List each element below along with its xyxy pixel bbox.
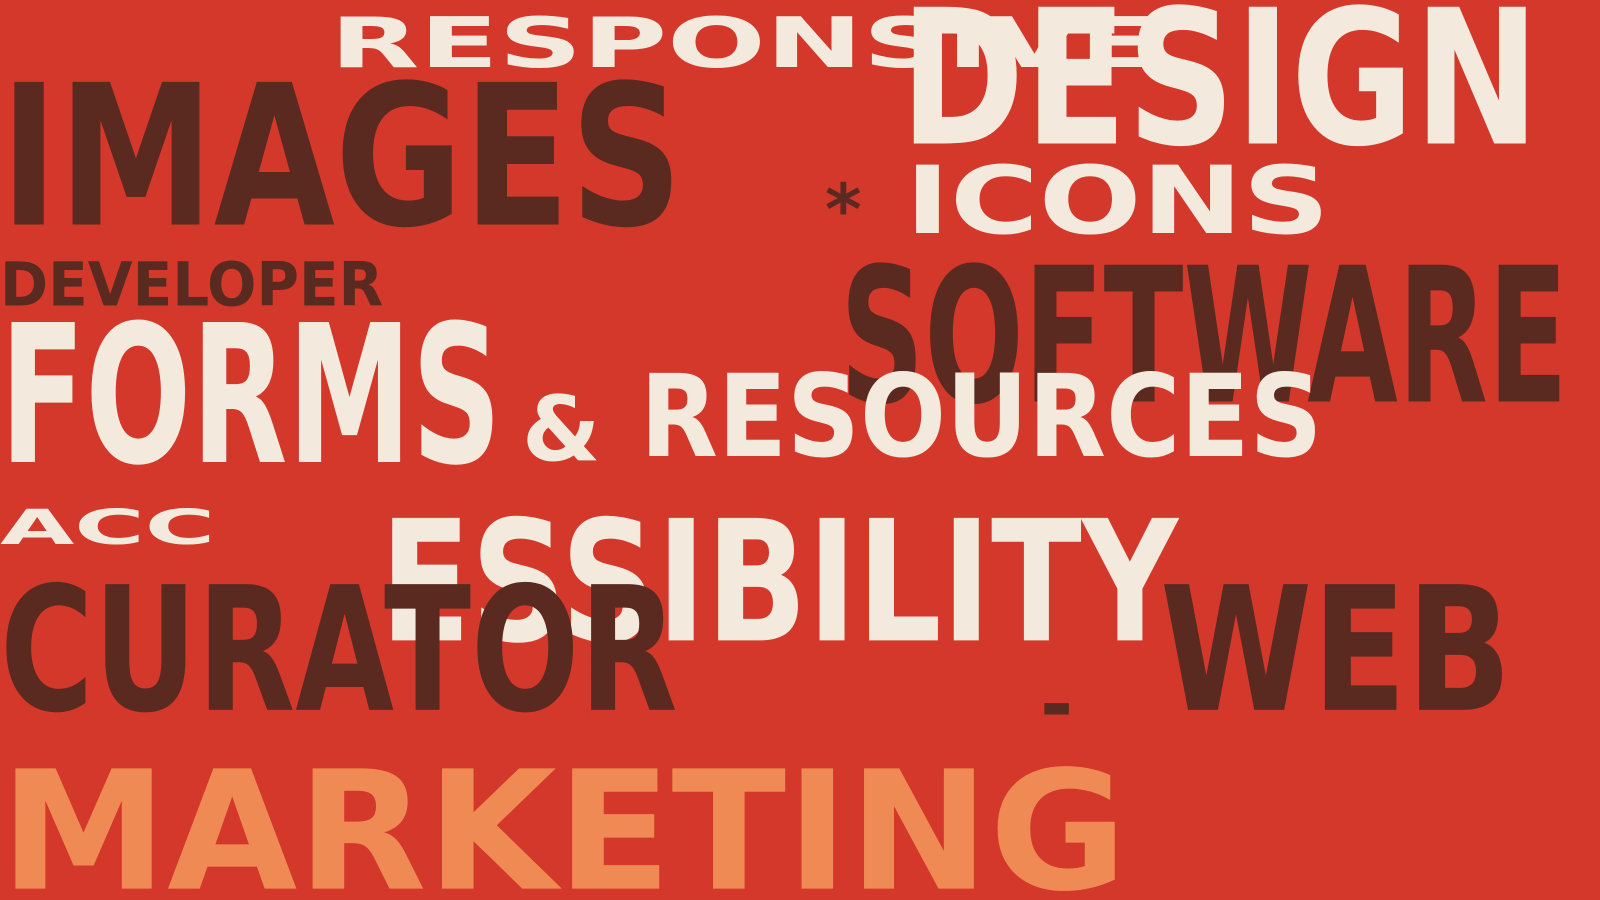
word-images: IMAGES bbox=[0, 43, 683, 272]
asterisk-symbol: * bbox=[825, 169, 862, 251]
word-marketing: MARKETING bbox=[0, 736, 1128, 900]
word-forms: FORMS bbox=[0, 283, 502, 508]
word-design: DESIGN bbox=[900, 0, 1540, 189]
word-curator: CURATOR bbox=[0, 551, 678, 752]
dash-symbol: - bbox=[1040, 658, 1074, 751]
word-software: SOFTWARE bbox=[840, 229, 1568, 447]
word-acc: ACC bbox=[0, 500, 216, 556]
word-developer: DEVELOPER bbox=[0, 248, 384, 321]
word-responsive: RESPONSIVE bbox=[330, 2, 1159, 84]
word-icons: ICONS bbox=[905, 147, 1330, 256]
ampersand-symbol: & bbox=[522, 377, 601, 482]
word-web: WEB bbox=[1160, 551, 1512, 752]
word-resources: RESOURCES bbox=[640, 349, 1323, 484]
word-essibility: ESSIBILITY bbox=[380, 485, 1179, 682]
